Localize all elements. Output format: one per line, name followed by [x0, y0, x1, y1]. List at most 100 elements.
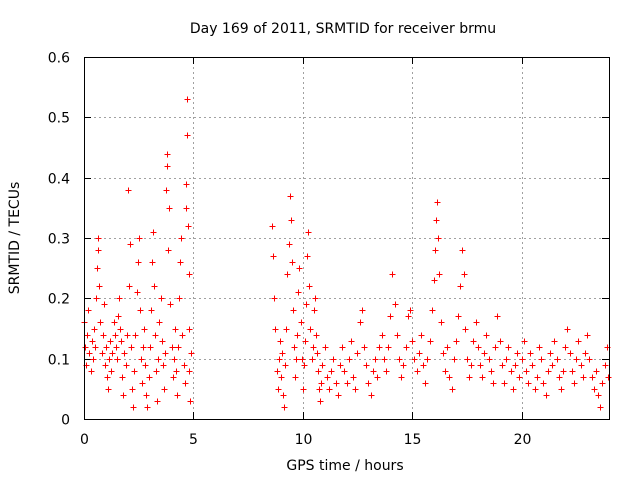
- data-point: [167, 301, 174, 308]
- x-tick-label: 0: [80, 432, 89, 448]
- data-point: [538, 356, 545, 363]
- y-tick-label: 0.2: [48, 292, 70, 308]
- data-point: [599, 380, 606, 387]
- data-point: [344, 380, 351, 387]
- data-point: [170, 374, 177, 381]
- data-point: [346, 356, 353, 363]
- data-point: [142, 362, 149, 369]
- data-point: [148, 307, 155, 314]
- data-point: [99, 350, 106, 357]
- data-point: [275, 386, 282, 393]
- data-point: [374, 374, 381, 381]
- data-point: [171, 356, 178, 363]
- chart-title: Day 169 of 2011, SRMTID for receiver brm…: [190, 21, 496, 37]
- data-point: [475, 344, 482, 351]
- data-point: [392, 301, 399, 308]
- data-point: [164, 151, 171, 158]
- data-point: [322, 344, 329, 351]
- data-point: [120, 392, 127, 399]
- data-point: [605, 374, 612, 381]
- data-point: [315, 368, 322, 375]
- data-point: [187, 398, 194, 405]
- data-point: [521, 338, 528, 345]
- data-point: [318, 380, 325, 387]
- data-point: [284, 271, 291, 278]
- data-point: [144, 404, 151, 411]
- data-point: [420, 362, 427, 369]
- data-point: [523, 368, 530, 375]
- data-point: [385, 344, 392, 351]
- data-point: [301, 362, 308, 369]
- data-point: [152, 332, 159, 339]
- data-point: [580, 374, 587, 381]
- data-point: [283, 326, 290, 333]
- data-point: [174, 392, 181, 399]
- data-point: [512, 362, 519, 369]
- data-point: [136, 235, 143, 242]
- data-point: [159, 338, 166, 345]
- data-point: [536, 344, 543, 351]
- data-point: [317, 398, 324, 405]
- data-point: [446, 374, 453, 381]
- data-point: [440, 350, 447, 357]
- data-point: [549, 362, 556, 369]
- data-point: [125, 187, 132, 194]
- data-point: [281, 404, 288, 411]
- data-point: [326, 386, 333, 393]
- data-point: [527, 350, 534, 357]
- data-point: [501, 380, 508, 387]
- data-point: [435, 235, 442, 242]
- data-point: [302, 338, 309, 345]
- data-point: [176, 295, 183, 302]
- data-point: [184, 132, 191, 139]
- data-point: [137, 307, 144, 314]
- data-point: [175, 344, 182, 351]
- data-point: [276, 356, 283, 363]
- data-point: [328, 368, 335, 375]
- data-point: [564, 326, 571, 333]
- data-point: [442, 368, 449, 375]
- data-point: [114, 356, 121, 363]
- data-point: [516, 374, 523, 381]
- data-point: [591, 386, 598, 393]
- data-point: [155, 356, 162, 363]
- data-point: [333, 380, 340, 387]
- data-point: [468, 362, 475, 369]
- data-point: [161, 386, 168, 393]
- data-point: [300, 386, 307, 393]
- data-point: [505, 344, 512, 351]
- data-point: [584, 332, 591, 339]
- data-point: [376, 344, 383, 351]
- data-point: [575, 338, 582, 345]
- data-point: [95, 235, 102, 242]
- data-point: [359, 307, 366, 314]
- data-point: [123, 362, 130, 369]
- data-point: [311, 307, 318, 314]
- data-point: [324, 374, 331, 381]
- data-point: [554, 356, 561, 363]
- data-point: [126, 283, 133, 290]
- data-point: [173, 368, 180, 375]
- data-point: [486, 356, 493, 363]
- data-point: [573, 356, 580, 363]
- data-point: [132, 332, 139, 339]
- data-point: [464, 356, 471, 363]
- data-point: [162, 350, 169, 357]
- data-point: [479, 374, 486, 381]
- data-point: [163, 187, 170, 194]
- data-point: [138, 356, 145, 363]
- data-point: [483, 332, 490, 339]
- data-point: [462, 326, 469, 333]
- data-point: [140, 344, 147, 351]
- data-point: [459, 247, 466, 254]
- data-point: [396, 356, 403, 363]
- data-point: [431, 277, 438, 284]
- data-point: [143, 392, 150, 399]
- data-point: [272, 326, 279, 333]
- data-point: [183, 205, 190, 212]
- x-tick-label: 15: [404, 432, 422, 448]
- data-point: [92, 344, 99, 351]
- data-point: [288, 217, 295, 224]
- data-point: [91, 326, 98, 333]
- data-point: [129, 386, 136, 393]
